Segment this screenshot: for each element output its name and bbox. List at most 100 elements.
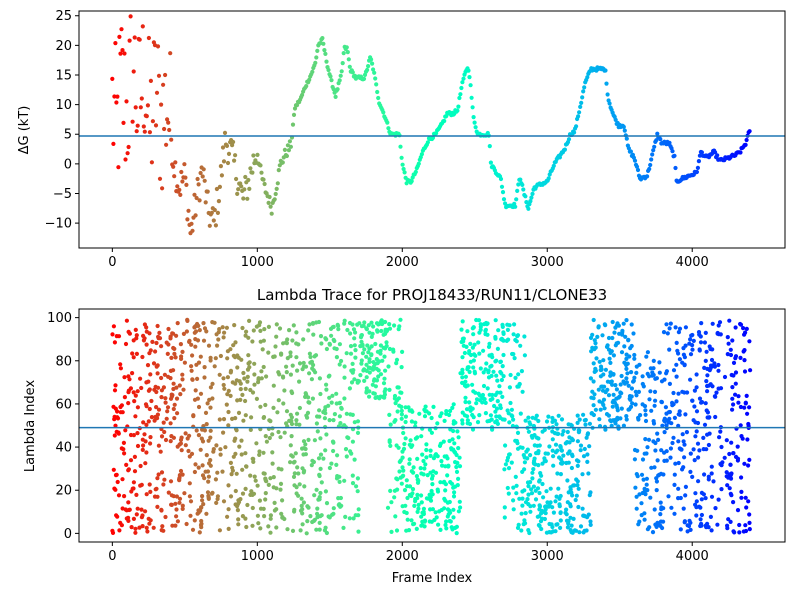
data-point — [202, 365, 207, 370]
data-point — [421, 506, 426, 511]
x-tick-label: 3000 — [531, 549, 564, 564]
data-point — [187, 494, 192, 499]
data-point — [161, 82, 166, 87]
data-point — [613, 117, 618, 122]
data-point — [457, 455, 462, 460]
data-point — [598, 374, 604, 379]
data-point — [399, 155, 404, 160]
data-point — [144, 492, 149, 497]
data-point — [535, 486, 541, 491]
data-point — [512, 356, 517, 361]
data-point — [141, 443, 146, 448]
x-axis-ticks: 0 1000 2000 3000 4000 — [108, 542, 709, 564]
data-point — [694, 385, 699, 390]
data-point — [514, 483, 519, 488]
data-point — [489, 417, 494, 422]
data-point — [521, 522, 526, 527]
data-point — [574, 493, 579, 498]
data-point — [676, 330, 682, 335]
data-point — [327, 373, 332, 378]
data-point — [129, 525, 134, 530]
data-point — [232, 438, 237, 443]
data-point — [281, 401, 286, 406]
data-point — [197, 198, 202, 203]
data-point — [310, 458, 315, 463]
data-point — [198, 391, 204, 396]
data-point — [577, 530, 582, 535]
data-point — [273, 191, 278, 197]
data-point — [307, 371, 312, 376]
data-point — [401, 430, 406, 436]
data-point — [313, 370, 318, 375]
data-point — [582, 446, 587, 452]
data-point — [667, 140, 672, 145]
data-point — [274, 334, 279, 339]
data-point — [153, 349, 158, 354]
data-point — [220, 145, 226, 150]
data-point — [548, 500, 553, 505]
data-point — [131, 355, 136, 360]
data-point — [307, 77, 312, 82]
data-point — [297, 482, 302, 487]
data-point — [628, 346, 633, 351]
data-point — [218, 353, 223, 359]
data-point — [123, 428, 128, 433]
data-point — [185, 217, 190, 222]
data-point — [419, 493, 424, 498]
data-point — [326, 67, 331, 73]
data-point — [691, 418, 696, 423]
data-point — [200, 494, 205, 499]
data-point — [409, 419, 414, 424]
data-point — [371, 360, 376, 365]
data-point — [235, 191, 240, 196]
data-point — [290, 338, 295, 343]
data-point — [183, 443, 188, 448]
data-point — [276, 429, 281, 435]
data-point — [367, 346, 372, 351]
data-point — [511, 507, 516, 512]
data-point — [170, 393, 175, 398]
data-point — [161, 420, 166, 425]
data-point — [608, 370, 613, 375]
data-point — [472, 371, 478, 376]
data-point — [398, 390, 403, 395]
data-point — [554, 494, 559, 499]
data-point — [602, 406, 607, 411]
data-point — [243, 451, 248, 456]
data-point — [246, 335, 251, 340]
data-point — [744, 505, 749, 510]
data-point — [624, 352, 629, 357]
data-point — [648, 162, 653, 168]
data-point — [226, 423, 231, 428]
data-point — [221, 417, 227, 422]
data-point — [500, 364, 505, 369]
data-point — [187, 481, 192, 486]
data-point — [637, 492, 642, 497]
data-point — [315, 429, 320, 434]
data-point — [595, 334, 600, 339]
data-point — [327, 418, 332, 423]
data-point — [245, 379, 250, 384]
data-point — [555, 448, 560, 453]
data-point — [339, 69, 344, 74]
data-point — [563, 441, 568, 446]
data-point — [569, 465, 575, 471]
data-point — [219, 173, 224, 178]
data-point — [724, 470, 729, 475]
data-point — [405, 517, 410, 522]
data-point — [309, 377, 314, 382]
data-point — [499, 377, 504, 383]
data-point — [690, 343, 695, 348]
data-point — [431, 404, 436, 409]
data-point — [385, 120, 390, 125]
data-point — [650, 152, 655, 157]
data-point — [626, 407, 631, 412]
data-point — [233, 502, 238, 507]
data-point — [144, 380, 149, 385]
data-point — [534, 413, 539, 418]
data-point — [135, 443, 141, 449]
data-point — [704, 379, 709, 384]
data-point — [703, 358, 708, 363]
data-point — [304, 84, 309, 89]
data-point — [645, 445, 650, 450]
